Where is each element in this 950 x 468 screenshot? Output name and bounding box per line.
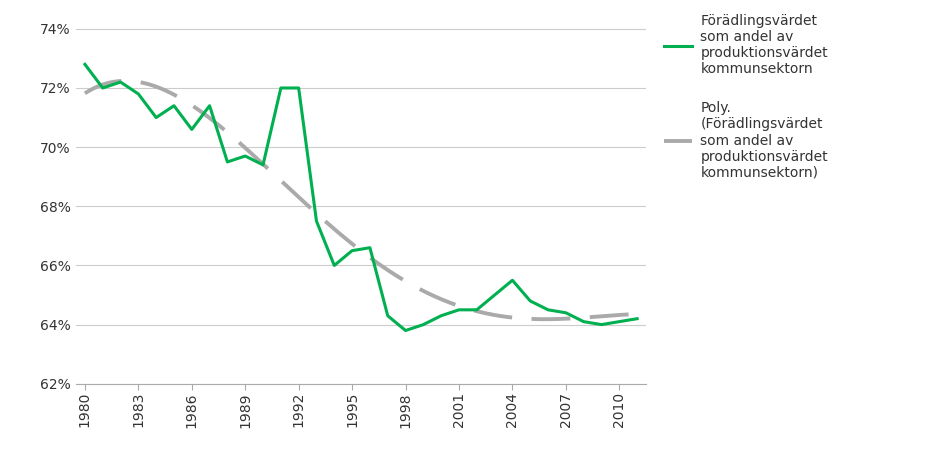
Förädlingsvärdet
som andel av
produktionsvärdet
kommunsektorn [311,218,322,224]
Förädlingsvärdet
som andel av
produktionsvärdet
kommunsektorn [542,307,554,313]
Poly.
(Förädlingsvärdet
som andel av
produktionsvärdet
kommunsektorn) [409,284,421,290]
Förädlingsvärdet
som andel av
produktionsvärdet
kommunsektorn [257,162,269,168]
Förädlingsvärdet
som andel av
produktionsvärdet
kommunsektorn [524,298,536,304]
Förädlingsvärdet
som andel av
produktionsvärdet
kommunsektorn [221,159,233,165]
Förädlingsvärdet
som andel av
produktionsvärdet
kommunsektorn [400,328,411,333]
Förädlingsvärdet
som andel av
produktionsvärdet
kommunsektorn [79,61,90,67]
Förädlingsvärdet
som andel av
produktionsvärdet
kommunsektorn [115,79,126,85]
Förädlingsvärdet
som andel av
produktionsvärdet
kommunsektorn [276,85,287,91]
Förädlingsvärdet
som andel av
produktionsvärdet
kommunsektorn [168,103,180,109]
Förädlingsvärdet
som andel av
produktionsvärdet
kommunsektorn [150,115,162,120]
Förädlingsvärdet
som andel av
produktionsvärdet
kommunsektorn [204,103,216,109]
Förädlingsvärdet
som andel av
produktionsvärdet
kommunsektorn [239,153,251,159]
Förädlingsvärdet
som andel av
produktionsvärdet
kommunsektorn [293,85,304,91]
Poly.
(Förädlingsvärdet
som andel av
produktionsvärdet
kommunsektorn) [548,316,560,322]
Förädlingsvärdet
som andel av
produktionsvärdet
kommunsektorn [471,307,483,313]
Förädlingsvärdet
som andel av
produktionsvärdet
kommunsektorn [382,313,393,319]
Förädlingsvärdet
som andel av
produktionsvärdet
kommunsektorn [560,310,572,315]
Line: Förädlingsvärdet
som andel av
produktionsvärdet
kommunsektorn: Förädlingsvärdet som andel av produktion… [85,64,637,330]
Förädlingsvärdet
som andel av
produktionsvärdet
kommunsektorn [632,316,643,322]
Förädlingsvärdet
som andel av
produktionsvärdet
kommunsektorn [435,313,446,319]
Förädlingsvärdet
som andel av
produktionsvärdet
kommunsektorn [596,322,607,328]
Poly.
(Förädlingsvärdet
som andel av
produktionsvärdet
kommunsektorn) [419,289,430,294]
Legend: Förädlingsvärdet
som andel av
produktionsvärdet
kommunsektorn, Poly.
(Förädlings: Förädlingsvärdet som andel av produktion… [664,14,828,180]
Förädlingsvärdet
som andel av
produktionsvärdet
kommunsektorn [329,263,340,268]
Poly.
(Förädlingsvärdet
som andel av
produktionsvärdet
kommunsektorn) [81,89,92,95]
Förädlingsvärdet
som andel av
produktionsvärdet
kommunsektorn [614,319,625,324]
Poly.
(Förädlingsvärdet
som andel av
produktionsvärdet
kommunsektorn) [632,311,643,317]
Förädlingsvärdet
som andel av
produktionsvärdet
kommunsektorn [186,126,198,132]
Förädlingsvärdet
som andel av
produktionsvärdet
kommunsektorn [97,85,108,91]
Förädlingsvärdet
som andel av
produktionsvärdet
kommunsektorn [506,278,518,283]
Poly.
(Förädlingsvärdet
som andel av
produktionsvärdet
kommunsektorn) [583,314,595,320]
Förädlingsvärdet
som andel av
produktionsvärdet
kommunsektorn [578,319,589,324]
Förädlingsvärdet
som andel av
produktionsvärdet
kommunsektorn [489,292,501,298]
Förädlingsvärdet
som andel av
produktionsvärdet
kommunsektorn [453,307,465,313]
Förädlingsvärdet
som andel av
produktionsvärdet
kommunsektorn [347,248,358,254]
Förädlingsvärdet
som andel av
produktionsvärdet
kommunsektorn [418,322,429,328]
Poly.
(Förädlingsvärdet
som andel av
produktionsvärdet
kommunsektorn) [408,283,419,289]
Poly.
(Förädlingsvärdet
som andel av
produktionsvärdet
kommunsektorn) [539,316,550,322]
Förädlingsvärdet
som andel av
produktionsvärdet
kommunsektorn [364,245,375,250]
Poly.
(Förädlingsvärdet
som andel av
produktionsvärdet
kommunsektorn) [79,90,90,96]
Förädlingsvärdet
som andel av
produktionsvärdet
kommunsektorn [133,91,144,97]
Line: Poly.
(Förädlingsvärdet
som andel av
produktionsvärdet
kommunsektorn): Poly. (Förädlingsvärdet som andel av pro… [85,81,637,319]
Poly.
(Förädlingsvärdet
som andel av
produktionsvärdet
kommunsektorn) [120,78,131,84]
